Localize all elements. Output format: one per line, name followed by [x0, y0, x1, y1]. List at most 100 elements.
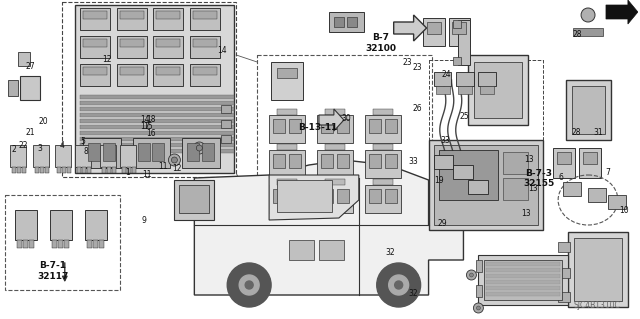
Bar: [454, 57, 461, 65]
Bar: [83, 67, 107, 75]
Bar: [372, 109, 393, 115]
Text: 13: 13: [522, 209, 531, 218]
Circle shape: [395, 281, 403, 289]
Bar: [369, 119, 381, 133]
Bar: [369, 154, 381, 168]
Bar: [257, 55, 431, 220]
Bar: [175, 180, 214, 220]
Bar: [566, 80, 611, 140]
Bar: [116, 64, 147, 86]
Text: 26: 26: [413, 104, 422, 113]
Bar: [15, 210, 37, 240]
Bar: [486, 280, 560, 284]
Text: B-7-3
32155: B-7-3 32155: [524, 169, 555, 188]
Bar: [427, 22, 440, 34]
Text: 12: 12: [102, 56, 112, 64]
Bar: [156, 39, 180, 47]
Bar: [122, 167, 125, 173]
Text: 8: 8: [84, 147, 88, 156]
Bar: [321, 119, 333, 133]
Text: 4: 4: [60, 141, 65, 150]
Bar: [29, 240, 34, 248]
Bar: [573, 28, 603, 36]
Text: 31: 31: [593, 128, 603, 137]
Bar: [458, 20, 470, 65]
Text: 13: 13: [528, 184, 538, 193]
Bar: [77, 167, 81, 173]
Text: 28: 28: [572, 128, 580, 137]
Bar: [221, 135, 231, 143]
Bar: [454, 20, 461, 28]
Text: 7: 7: [605, 168, 611, 177]
Bar: [479, 255, 568, 305]
Bar: [365, 185, 401, 213]
Bar: [484, 260, 562, 300]
Bar: [80, 64, 109, 86]
Bar: [120, 11, 143, 19]
Polygon shape: [319, 109, 344, 131]
Text: 14: 14: [141, 115, 150, 124]
Bar: [58, 240, 63, 248]
Text: B-7
32100: B-7 32100: [365, 33, 396, 53]
Bar: [80, 36, 109, 58]
Bar: [385, 119, 397, 133]
Bar: [289, 119, 301, 133]
Bar: [221, 105, 231, 113]
Circle shape: [196, 145, 202, 151]
Bar: [111, 167, 116, 173]
Bar: [271, 62, 303, 100]
Bar: [75, 145, 91, 167]
Bar: [486, 292, 560, 296]
Bar: [372, 144, 393, 150]
Bar: [138, 143, 150, 161]
Bar: [277, 144, 297, 150]
Bar: [179, 185, 209, 213]
Circle shape: [581, 8, 595, 22]
Bar: [116, 8, 147, 30]
Bar: [132, 138, 170, 168]
Bar: [269, 150, 305, 178]
Circle shape: [193, 142, 205, 154]
Text: 11: 11: [142, 170, 152, 179]
Bar: [156, 11, 180, 19]
Bar: [365, 150, 401, 178]
Bar: [317, 115, 353, 143]
Bar: [273, 189, 285, 203]
Bar: [277, 179, 297, 185]
Bar: [572, 86, 605, 134]
Bar: [40, 167, 44, 173]
Bar: [347, 17, 357, 27]
Bar: [116, 36, 147, 58]
Bar: [22, 167, 26, 173]
Text: 18: 18: [147, 115, 156, 124]
Text: 2: 2: [12, 145, 17, 154]
Text: 23: 23: [402, 58, 412, 67]
Text: 15: 15: [143, 122, 153, 131]
Bar: [80, 101, 234, 105]
Bar: [583, 152, 597, 164]
Bar: [120, 67, 143, 75]
Bar: [486, 286, 560, 290]
Bar: [64, 240, 68, 248]
Bar: [10, 145, 26, 167]
Bar: [503, 178, 528, 200]
Text: 19: 19: [434, 176, 444, 185]
Bar: [20, 76, 40, 100]
Bar: [449, 18, 470, 46]
Bar: [18, 52, 30, 66]
Bar: [80, 137, 234, 141]
Bar: [574, 238, 622, 301]
Text: 6: 6: [559, 173, 564, 182]
Bar: [127, 167, 131, 173]
Bar: [476, 285, 483, 297]
Bar: [479, 72, 497, 86]
Bar: [100, 145, 116, 167]
Circle shape: [227, 263, 271, 307]
Text: B-7-1
32117: B-7-1 32117: [37, 262, 68, 281]
Text: 29: 29: [437, 219, 447, 228]
Bar: [120, 39, 143, 47]
Text: 22: 22: [18, 141, 28, 150]
Bar: [107, 167, 111, 173]
Bar: [319, 240, 344, 260]
Bar: [289, 154, 301, 168]
